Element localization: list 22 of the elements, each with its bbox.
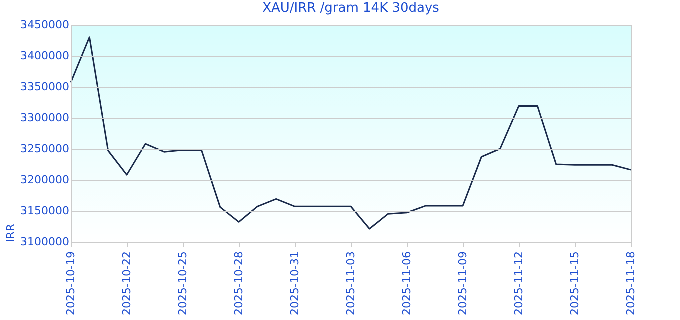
y-tick-label: 3350000 [20,80,70,94]
x-tick-label: 2025-11-12 [512,252,526,316]
x-tick-label: 2025-10-31 [288,252,302,316]
x-tick-label: 2025-10-19 [64,252,78,316]
chart-title: XAU/IRR /gram 14K 30days [262,1,440,16]
x-tick-label: 2025-11-06 [400,252,414,316]
y-tick-label: 3150000 [20,204,70,218]
y-tick-label: 3250000 [20,142,70,156]
x-tick-label: 2025-11-18 [624,252,638,316]
y-tick-label: 3200000 [20,174,70,186]
y-tick-label: 3400000 [20,50,70,62]
x-tick-label: 2025-10-28 [232,252,246,316]
x-tick-label: 2025-11-15 [568,252,582,316]
y-tick-label: 3100000 [20,236,70,248]
y-tick-label: 3300000 [20,112,70,124]
x-tick-label: 2025-11-09 [456,252,470,316]
y-axis-title: IRR [4,224,18,242]
x-tick-label: 2025-10-25 [176,252,190,316]
y-tick-label: 3450000 [20,18,70,32]
x-tick-label: 2025-10-22 [120,252,134,316]
line-series [70,36,632,230]
x-tick-label: 2025-11-03 [344,252,358,316]
